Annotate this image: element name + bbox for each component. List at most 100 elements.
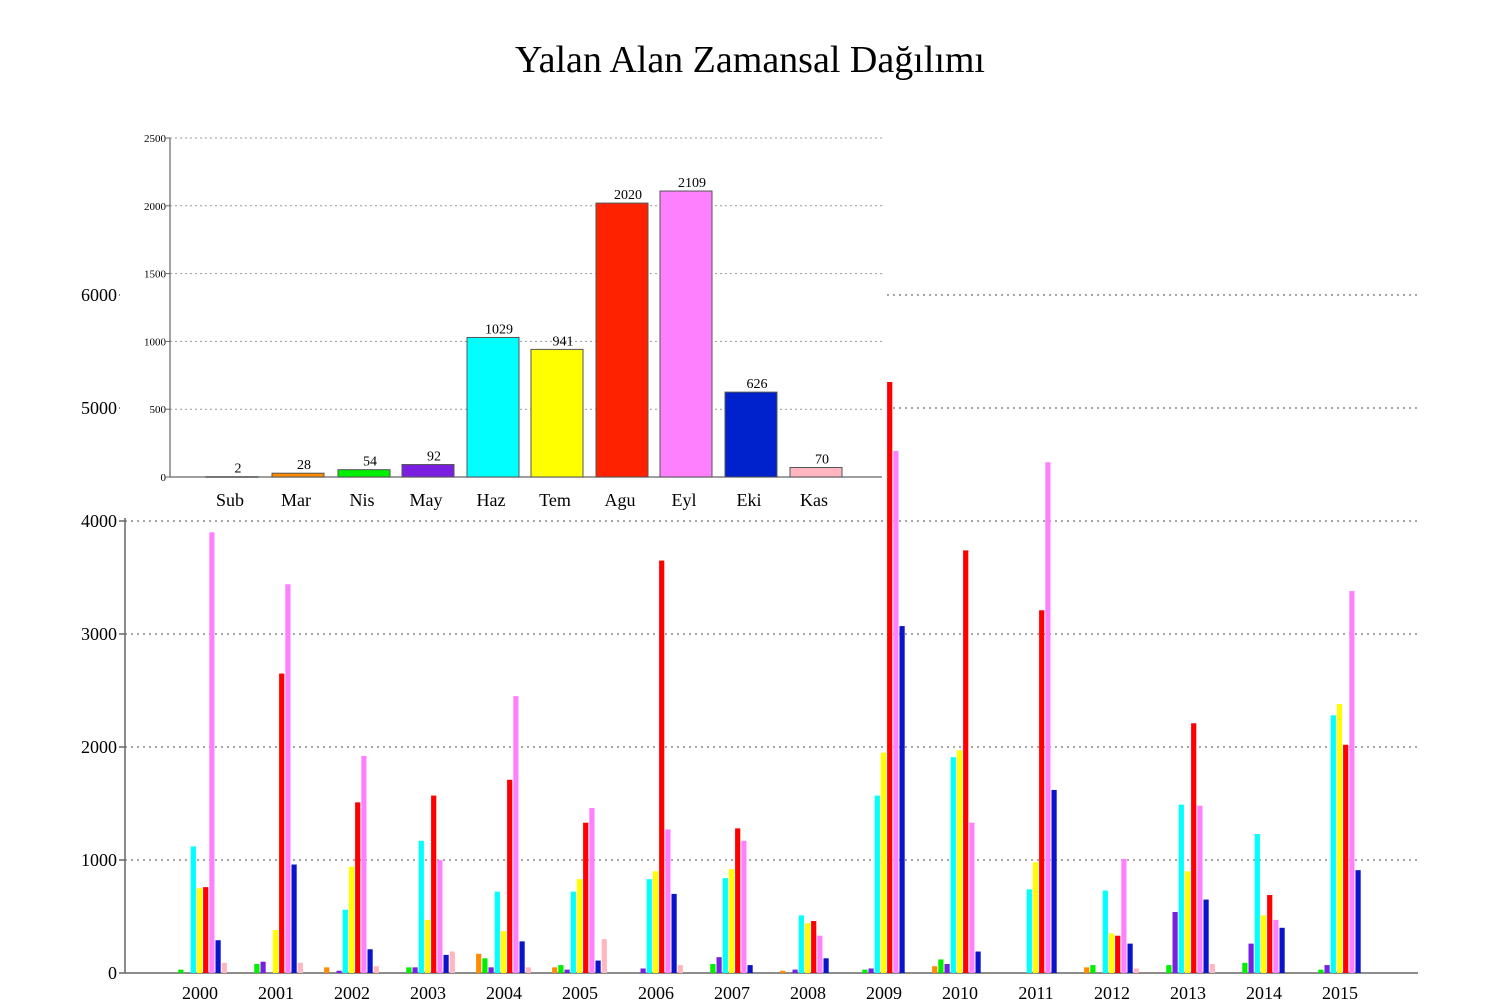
bar xyxy=(513,696,519,973)
bar xyxy=(887,382,893,973)
bar xyxy=(1336,704,1343,973)
bar xyxy=(291,864,297,973)
bar xyxy=(342,909,348,973)
bar xyxy=(963,550,969,973)
x-tick-label: 2002 xyxy=(334,983,370,1000)
x-tick-label: 2000 xyxy=(182,983,218,1000)
bar xyxy=(1191,723,1197,973)
bar xyxy=(1273,919,1279,973)
bar xyxy=(823,958,829,973)
bar xyxy=(595,960,601,973)
bar xyxy=(1032,862,1039,973)
bar xyxy=(1178,804,1184,973)
inset-x-tick-label: Eyl xyxy=(672,490,697,510)
bar xyxy=(792,969,798,973)
bar xyxy=(355,802,361,973)
bar xyxy=(1045,462,1051,973)
bar xyxy=(804,923,811,973)
x-tick-label: 2011 xyxy=(1018,983,1053,1000)
x-tick-label: 2010 xyxy=(942,983,978,1000)
bar xyxy=(601,939,607,973)
bar xyxy=(583,822,589,973)
bar xyxy=(260,961,266,973)
x-tick-label: 2006 xyxy=(638,983,674,1000)
inset-x-tick-label: Tem xyxy=(539,490,571,510)
inset-bar xyxy=(595,202,649,478)
inset-y-tick-label: 2000 xyxy=(144,201,167,213)
bar xyxy=(1127,943,1133,973)
inset-x-tick-label: Nis xyxy=(349,490,374,510)
bar xyxy=(449,951,455,973)
bar xyxy=(1203,899,1209,973)
bar xyxy=(817,935,823,973)
inset-x-tick-label: Haz xyxy=(477,490,506,510)
bar xyxy=(476,953,482,973)
bar xyxy=(203,887,209,973)
bar xyxy=(279,673,285,973)
inset-bar xyxy=(466,336,520,478)
bar xyxy=(507,779,513,973)
inset-bar xyxy=(271,472,325,478)
inset-y-tick-label: 0 xyxy=(161,472,167,484)
bar xyxy=(1242,962,1248,973)
inset-data-label: 2020 xyxy=(614,188,642,203)
bar xyxy=(1115,935,1121,973)
bar xyxy=(646,879,652,973)
bar xyxy=(418,840,424,973)
inset-data-label: 1029 xyxy=(485,322,513,337)
bar xyxy=(482,958,488,973)
bar xyxy=(659,560,665,973)
inset-bar xyxy=(337,469,391,478)
bar xyxy=(1248,943,1254,973)
inset-y-tick-label: 500 xyxy=(150,404,167,416)
bar xyxy=(1172,911,1178,973)
bar xyxy=(297,962,303,973)
inset-data-label: 2 xyxy=(235,462,242,477)
bar xyxy=(525,967,531,973)
bar xyxy=(665,829,671,973)
bar xyxy=(640,968,646,973)
bar xyxy=(488,967,494,973)
bar xyxy=(780,970,786,973)
bar xyxy=(558,965,564,973)
bar xyxy=(722,878,728,973)
bar xyxy=(209,532,215,973)
y-tick-label: 6000 xyxy=(81,285,117,305)
inset-x-tick-label: Eki xyxy=(737,490,762,510)
chart-title: Yalan Alan Zamansal Dağılımı xyxy=(514,39,985,81)
bar xyxy=(589,808,595,973)
inset-x-tick-label: May xyxy=(410,490,443,510)
bar xyxy=(671,893,677,973)
inset-bar xyxy=(205,476,259,478)
x-tick-label: 2012 xyxy=(1094,983,1130,1000)
inset-x-tick-label: Kas xyxy=(800,490,828,510)
bar xyxy=(950,757,956,973)
y-tick-label: 0 xyxy=(108,963,117,983)
bar xyxy=(1279,927,1285,973)
inset-data-label: 941 xyxy=(553,334,574,349)
bar xyxy=(1355,870,1361,973)
y-tick-label: 3000 xyxy=(81,624,117,644)
bar xyxy=(1209,963,1215,973)
x-tick-label: 2007 xyxy=(714,983,750,1000)
bar xyxy=(190,846,196,973)
bar xyxy=(437,860,443,973)
bar xyxy=(1324,965,1330,973)
x-tick-label: 2014 xyxy=(1246,983,1282,1000)
inset-data-label: 92 xyxy=(427,450,441,465)
bar xyxy=(969,822,975,973)
bar xyxy=(1349,591,1355,973)
bar xyxy=(944,963,950,973)
inset-data-label: 28 xyxy=(297,458,311,473)
inset-bar xyxy=(724,391,778,478)
x-tick-label: 2015 xyxy=(1322,983,1358,1000)
bar xyxy=(361,756,367,973)
bar xyxy=(412,967,418,973)
bar xyxy=(893,450,899,973)
bar xyxy=(519,941,525,973)
bar xyxy=(196,888,203,973)
bar xyxy=(1090,965,1096,973)
bar xyxy=(956,750,963,973)
bar xyxy=(1108,933,1115,973)
